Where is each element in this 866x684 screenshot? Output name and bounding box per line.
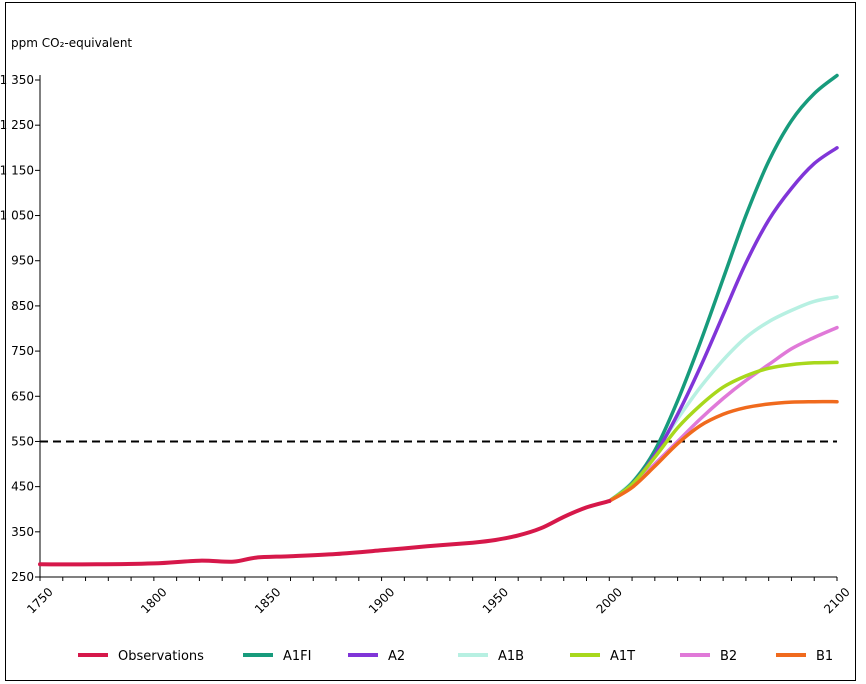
legend-label-a1t: A1T [610, 649, 635, 664]
y-tick-label: 350 [11, 525, 34, 539]
y-tick-label: 250 [11, 570, 34, 584]
y-axis-title: ppm CO₂-equivalent [11, 36, 132, 50]
legend-label-b1: B1 [816, 649, 833, 664]
legend-label-a1fi: A1FI [283, 649, 311, 664]
x-tick-label: 1900 [366, 585, 397, 616]
series-line-a2 [607, 146, 839, 503]
legend-label-a1b: A1B [498, 649, 524, 664]
x-tick-label: 1850 [252, 585, 283, 616]
x-tick-label: 1800 [138, 585, 169, 616]
series-line-b1 [607, 399, 839, 503]
y-tick-label: 550 [11, 434, 34, 448]
y-tick-label: 1 250 [0, 118, 34, 132]
y-tick-label: 450 [11, 480, 34, 494]
x-tick-label: 1950 [480, 585, 511, 616]
legend-label-a2: A2 [388, 649, 405, 664]
x-tick-label: 1750 [24, 585, 55, 616]
y-tick-label: 750 [11, 344, 34, 358]
series-line-a1fi [607, 73, 839, 503]
chart-frame [5, 2, 856, 681]
y-tick-label: 950 [11, 254, 34, 268]
series-line-a1t [607, 360, 839, 503]
series-line-observations [38, 499, 612, 567]
x-tick-label: 2100 [821, 585, 852, 616]
y-tick-label: 1 150 [0, 163, 34, 177]
y-tick-label: 850 [11, 299, 34, 313]
y-tick-label: 1 350 [0, 73, 34, 87]
x-tick-label: 2000 [594, 585, 625, 616]
y-tick-label: 650 [11, 389, 34, 403]
y-tick-label: 1 050 [0, 209, 34, 223]
legend-label-b2: B2 [720, 649, 737, 664]
legend-label-observations: Observations [118, 649, 204, 664]
